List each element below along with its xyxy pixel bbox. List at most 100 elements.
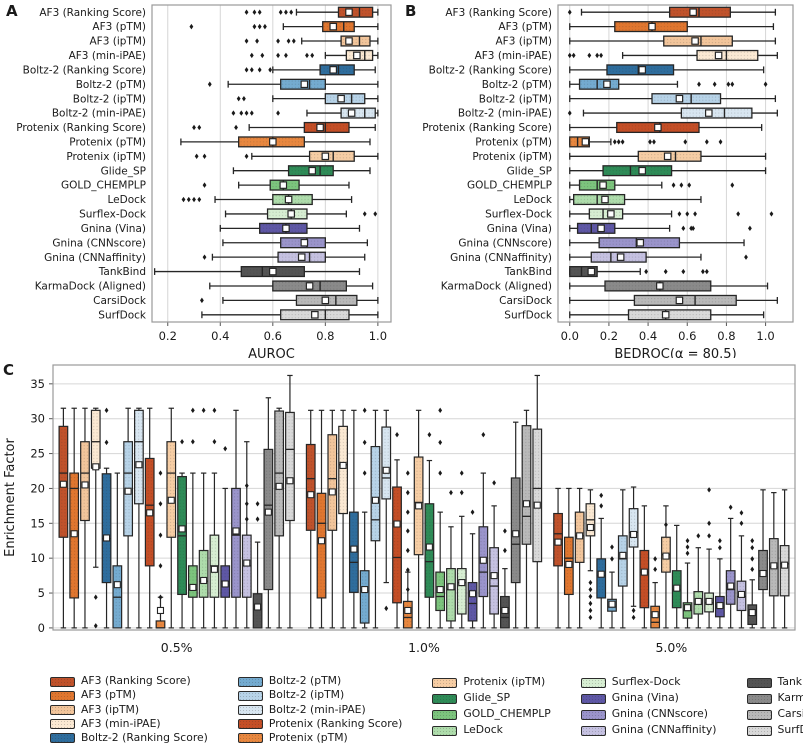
x-axis-label: AUROC [248, 347, 295, 358]
x-tick-label: 0.8 [316, 329, 334, 343]
box-row [569, 309, 765, 321]
mean-marker [599, 181, 607, 189]
outlier-diamond [244, 110, 249, 116]
box-column [177, 439, 187, 629]
outlier-diamond [257, 23, 262, 30]
outlier-diamond [763, 81, 768, 87]
box-column [112, 472, 123, 629]
legend-swatch [580, 709, 606, 720]
outlier-diamond [599, 503, 604, 509]
outlier-diamond [681, 225, 686, 232]
box-row [201, 309, 379, 321]
outlier-diamond [255, 516, 260, 522]
mean-marker [415, 502, 423, 510]
legend-swatch [580, 677, 606, 688]
box-column [704, 487, 714, 629]
legend-label: Boltz-2 (Ranking Score) [81, 731, 208, 744]
mean-marker [607, 210, 615, 218]
panel-b-bedroc-boxplot: 0.0 0.2 0.4 0.6 0.8 1.0 AF3 (Ranking Score) AF3… [405, 2, 794, 358]
outlier-diamond [212, 407, 217, 414]
method-label: Boltz-2 (pTM) [76, 79, 146, 91]
box-column [144, 407, 155, 629]
box-column [348, 409, 359, 629]
box-column [209, 407, 220, 629]
box-column [359, 407, 370, 629]
box-column [263, 397, 274, 629]
legend-label: SurfDock [777, 723, 803, 737]
outlier-diamond [276, 52, 280, 59]
outlier-diamond [438, 407, 443, 414]
outlier-diamond [571, 52, 576, 59]
legend-swatch [580, 725, 606, 736]
box-row [231, 107, 379, 119]
legend-swatch [432, 677, 458, 688]
outlier-diamond [744, 254, 748, 260]
mean-marker [425, 543, 433, 551]
legend-swatch [580, 693, 606, 704]
box-column [736, 510, 747, 629]
outlier-diamond [200, 297, 204, 304]
outlier-diamond [707, 520, 711, 527]
box-column [338, 409, 348, 629]
outlier-diamond [748, 225, 752, 232]
mean-marker [337, 94, 345, 103]
outlier-diamond [736, 211, 741, 217]
outlier-diamond [481, 432, 486, 438]
outlier-diamond [158, 594, 163, 600]
outlier-diamond [236, 95, 241, 102]
method-label: Protenix (ipTM) [66, 151, 146, 163]
outlier-diamond [739, 520, 744, 527]
mean-marker [353, 51, 361, 60]
outlier-diamond [685, 538, 690, 544]
outlier-diamond [691, 225, 696, 232]
outlier-diamond [158, 470, 163, 476]
mean-marker [447, 583, 455, 591]
outlier-diamond [405, 567, 410, 573]
mean-marker [705, 597, 713, 605]
plot-frame [557, 4, 794, 323]
method-label: Gnina (CNNaffinity) [44, 252, 146, 264]
box-column [155, 470, 166, 629]
box-column [123, 407, 134, 629]
mean-marker [554, 538, 562, 546]
mean-marker [694, 597, 702, 605]
mean-marker [673, 584, 681, 592]
legend-label: AF3 (Ranking Score) [81, 674, 191, 688]
box-column [714, 538, 725, 629]
outlier-diamond [503, 547, 507, 554]
outlier-diamond [588, 614, 593, 621]
mean-marker [501, 606, 509, 615]
method-label: TankBind [504, 266, 552, 278]
outlier-diamond [362, 470, 367, 476]
outlier-diamond [704, 268, 709, 275]
outlier-diamond [190, 407, 195, 414]
outlier-diamond [653, 566, 658, 573]
mean-marker [328, 488, 336, 496]
box-row [569, 35, 777, 47]
mean-marker [601, 195, 609, 204]
outlier-diamond [567, 52, 572, 59]
box-column [639, 505, 650, 629]
method-label: AF3 (min-iPAE) [69, 50, 146, 62]
outlier-diamond [104, 439, 109, 446]
box-column [521, 409, 532, 629]
outlier-diamond [704, 139, 709, 145]
box-column [585, 489, 596, 621]
legend-item: Boltz-2 (min-iPAE) [237, 704, 402, 715]
outlier-diamond [664, 521, 668, 528]
legend-item: Protenix (pTM) [237, 732, 402, 744]
legend-swatch [746, 693, 772, 704]
mean-marker [533, 501, 541, 509]
box-row [569, 165, 767, 177]
box-row [569, 93, 777, 105]
legend-item: AF3 (pTM) [50, 690, 208, 701]
outlier-diamond [739, 510, 744, 516]
legend-swatch [746, 709, 772, 720]
legend-label: Gnina (CNNscore) [611, 707, 708, 721]
mean-marker [619, 551, 627, 559]
box-column [231, 409, 241, 629]
group-label: 1.0% [408, 640, 440, 655]
outlier-diamond [202, 182, 207, 188]
method-label: Gnina (Vina) [487, 223, 552, 235]
method-label: Glide_SP [101, 165, 146, 177]
